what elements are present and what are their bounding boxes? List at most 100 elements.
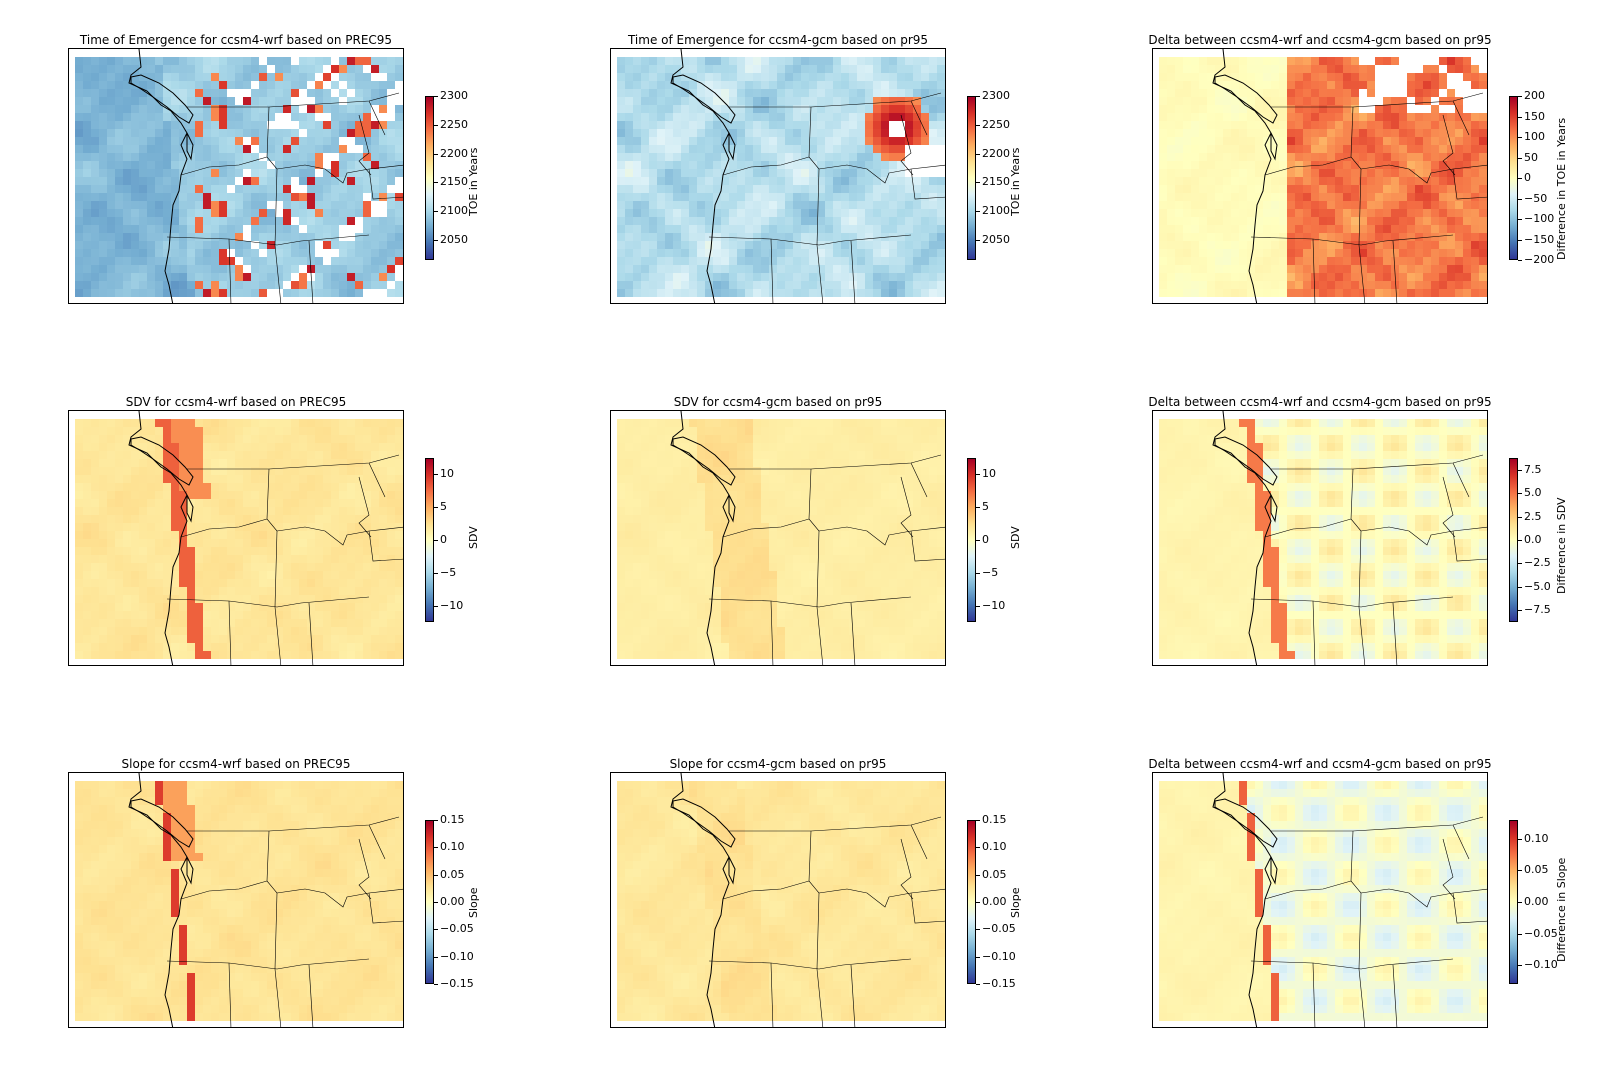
colorbar (967, 96, 976, 260)
state-border (900, 838, 914, 900)
map-panel (1152, 48, 1488, 304)
sound-outline (186, 132, 194, 161)
state-border (708, 596, 912, 608)
map-panel (1152, 772, 1488, 1028)
colorbar-label: TOE in Years (467, 147, 480, 216)
coastline (670, 49, 730, 303)
colorbar-tick-mark (1518, 239, 1522, 241)
colorbar (1509, 820, 1518, 984)
coastline (1212, 773, 1272, 1027)
state-border (1312, 600, 1316, 665)
colorbar-tick-mark (434, 902, 438, 903)
colorbar-tick-label: −0.05 (982, 922, 1016, 936)
state-border (308, 964, 314, 1027)
sound-outline (1270, 132, 1278, 161)
colorbar-tick-label: 2300 (440, 89, 468, 102)
colorbar-tick-mark (1518, 219, 1522, 220)
colorbar-tick-label: −0.05 (1524, 926, 1558, 940)
colorbar-tick-label: −0.15 (440, 977, 474, 990)
panel-title: Slope for ccsm4-gcm based on pr95 (669, 757, 887, 771)
map-canvas (617, 49, 945, 303)
state-border (180, 156, 268, 176)
state-border (1271, 92, 1484, 108)
colorbar-tick-mark (434, 929, 438, 931)
map-canvas (1159, 411, 1487, 665)
map-canvas (75, 773, 403, 1027)
panel-title: Time of Emergence for ccsm4-gcm based on… (627, 33, 929, 47)
colorbar-tick-label: 0.15 (440, 813, 465, 826)
state-border (910, 892, 945, 924)
colorbar-tick-label: −10 (982, 598, 1006, 612)
colorbar-tick-label: 0 (982, 533, 989, 546)
colorbar-tick-mark (1518, 469, 1522, 471)
island-outline (672, 74, 736, 124)
state-border (910, 530, 945, 562)
colorbar-tick-mark (434, 820, 438, 821)
state-border (368, 530, 403, 562)
colorbar-tick-label: 5 (982, 500, 989, 514)
colorbar-tick-label: 2250 (982, 117, 1010, 131)
colorbar-tick-mark (976, 605, 980, 607)
colorbar-tick-label: 2150 (982, 175, 1010, 189)
colorbar-tick-label: 10 (440, 467, 454, 481)
state-border (1271, 454, 1484, 470)
colorbar-tick-mark (1518, 610, 1522, 612)
colorbar-tick-mark (434, 874, 438, 876)
state-border (1442, 476, 1456, 538)
colorbar-tick-mark (976, 956, 980, 958)
state-border (850, 602, 856, 665)
state-border (166, 958, 370, 970)
state-border (1264, 880, 1352, 900)
colorbar-tick-label: 2100 (440, 204, 468, 218)
map-panel (1152, 410, 1488, 666)
state-border (1442, 114, 1456, 176)
sound-outline (1270, 856, 1278, 885)
colorbar-label: Slope (1009, 887, 1022, 918)
state-border (1452, 168, 1487, 200)
colorbar-tick-mark (976, 847, 980, 849)
state-border (729, 92, 942, 108)
island-outline (130, 74, 194, 124)
state-border (180, 518, 268, 538)
state-border (166, 234, 370, 246)
sound-outline (1270, 494, 1278, 523)
panel-title: Delta between ccsm4-wrf and ccsm4-gcm ba… (1148, 757, 1492, 771)
colorbar-label: Difference in TOE in Years (1555, 117, 1568, 260)
sound-outline (186, 494, 194, 523)
colorbar-tick-mark (434, 507, 438, 509)
state-border (770, 600, 774, 665)
state-border (358, 114, 372, 176)
colorbar-tick-label: 5 (440, 500, 447, 514)
colorbar (1509, 96, 1518, 260)
colorbar-tick-label: −0.15 (982, 977, 1016, 990)
colorbar-tick-label: 2200 (982, 146, 1010, 160)
state-border (729, 816, 942, 832)
colorbar-tick-label: 2200 (440, 146, 468, 160)
state-border (1452, 100, 1470, 136)
colorbar-tick-mark (1518, 870, 1522, 872)
map-canvas (1159, 49, 1487, 303)
colorbar-tick-label: −2.5 (1524, 556, 1551, 570)
state-border (770, 962, 774, 1027)
colorbar-tick-label: 50 (1524, 150, 1538, 164)
colorbar-tick-mark (434, 572, 438, 574)
state-border (228, 600, 232, 665)
colorbar-tick-mark (434, 605, 438, 607)
coastline (1212, 411, 1272, 665)
colorbar-tick-mark (976, 153, 980, 155)
colorbar-tick-label: 0.10 (440, 840, 465, 854)
state-border (308, 240, 314, 303)
state-border (910, 100, 928, 136)
colorbar-tick-label: −0.10 (440, 949, 474, 963)
coastline (670, 773, 730, 1027)
colorbar-tick-mark (434, 96, 438, 97)
state-border (910, 824, 928, 860)
colorbar (1509, 458, 1518, 622)
island-outline (672, 798, 736, 848)
colorbar-tick-mark (1518, 965, 1522, 967)
state-border (308, 602, 314, 665)
state-border (1442, 838, 1456, 900)
colorbar-tick-label: 2100 (982, 204, 1010, 218)
colorbar-tick-label: 0.10 (1524, 831, 1549, 845)
state-border (1271, 816, 1484, 832)
